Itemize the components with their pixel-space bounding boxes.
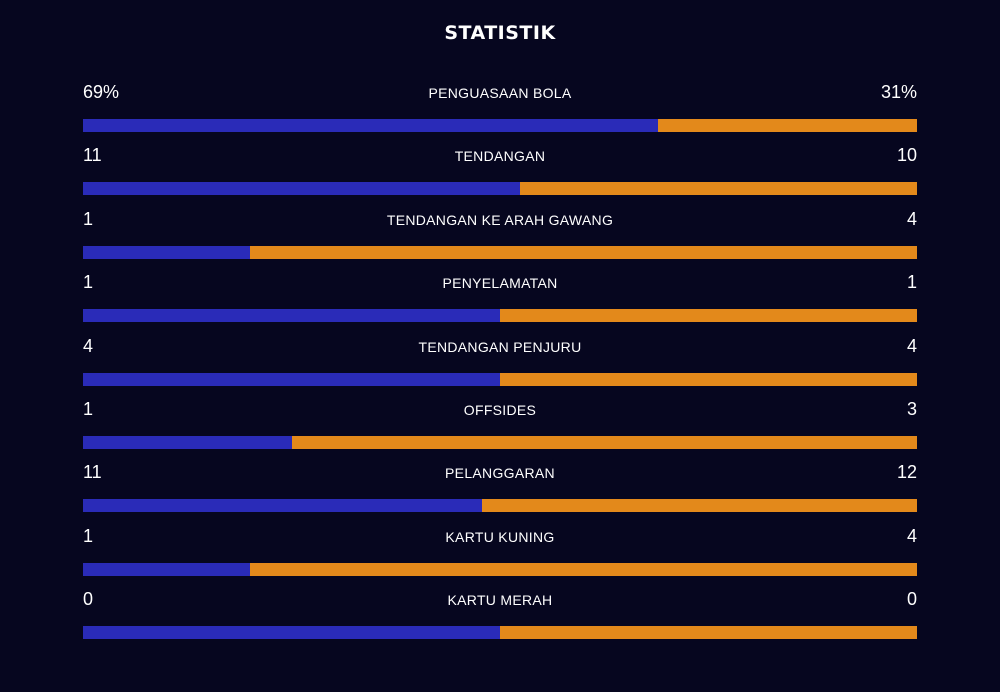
stat-row: 1 PENYELAMATAN 1 (83, 270, 917, 333)
away-bar-segment (519, 182, 917, 196)
stat-row: 11 PELANGGARAN 12 (83, 460, 917, 523)
stat-row-labels: 11 TENDANGAN 10 (83, 143, 917, 169)
home-bar-segment (83, 182, 520, 196)
away-value: 1 (906, 272, 917, 293)
home-value: 4 (83, 335, 94, 356)
home-value: 11 (83, 145, 102, 166)
home-value: 11 (83, 462, 102, 483)
stat-row-labels: 0 KARTU MERAH 0 (83, 587, 917, 613)
away-value: 31% (880, 82, 917, 102)
stat-row-labels: 1 KARTU KUNING 4 (83, 524, 917, 550)
home-bar-segment (83, 626, 500, 640)
away-bar-segment (249, 245, 917, 259)
home-bar-segment (83, 309, 500, 323)
home-bar-segment (83, 499, 482, 513)
stats-list: 69% PENGUASAAN BOLA 31% 11 TENDANGAN 10 1 TENDA… (83, 80, 917, 651)
home-value: 1 (83, 398, 94, 419)
comparison-bar (83, 499, 917, 513)
home-value: 1 (83, 208, 94, 229)
stat-row: 1 OFFSIDES 3 (83, 397, 917, 460)
stat-label: KARTU MERAH (447, 592, 553, 609)
comparison-bar (83, 245, 917, 259)
away-bar-segment (500, 626, 917, 640)
comparison-bar (83, 309, 917, 323)
away-value: 3 (906, 398, 917, 419)
comparison-bar (83, 182, 917, 196)
stat-label: TENDANGAN PENJURU (418, 338, 582, 355)
away-bar-segment (291, 435, 917, 449)
comparison-bar (83, 119, 917, 132)
stat-row-labels: 1 PENYELAMATAN 1 (83, 270, 917, 296)
stat-row-labels: 11 PELANGGARAN 12 (83, 460, 917, 486)
away-bar-segment (481, 499, 917, 513)
away-value: 4 (906, 335, 917, 356)
home-bar-segment (83, 435, 292, 449)
stat-label: PENYELAMATAN (442, 275, 558, 292)
stat-label: TENDANGAN KE ARAH GAWANG (386, 211, 614, 228)
home-value: 69% (83, 82, 120, 102)
home-bar-segment (83, 119, 659, 132)
stat-label: KARTU KUNING (445, 528, 555, 545)
comparison-bar (83, 435, 917, 449)
stat-row: 69% PENGUASAAN BOLA 31% (83, 80, 917, 143)
stat-row-labels: 1 TENDANGAN KE ARAH GAWANG 4 (83, 207, 917, 233)
stat-label: PELANGGARAN (445, 465, 555, 482)
home-value: 1 (83, 272, 94, 293)
home-bar-segment (83, 372, 500, 386)
stat-row: 0 KARTU MERAH 0 (83, 587, 917, 650)
stat-row: 11 TENDANGAN 10 (83, 143, 917, 206)
away-value: 10 (896, 145, 917, 166)
stat-row-labels: 1 OFFSIDES 3 (83, 397, 917, 423)
away-value: 4 (906, 208, 917, 229)
home-value: 1 (83, 525, 94, 546)
stat-label: TENDANGAN (454, 148, 546, 165)
stat-label: OFFSIDES (463, 401, 537, 418)
stat-row-labels: 4 TENDANGAN PENJURU 4 (83, 334, 917, 360)
comparison-bar (83, 372, 917, 386)
comparison-bar (83, 626, 917, 640)
away-bar-segment (658, 119, 917, 132)
away-bar-segment (249, 562, 917, 576)
stat-row: 1 TENDANGAN KE ARAH GAWANG 4 (83, 207, 917, 270)
stat-row-labels: 69% PENGUASAAN BOLA 31% (83, 80, 917, 106)
home-value: 0 (83, 589, 94, 610)
away-value: 0 (906, 589, 917, 610)
home-bar-segment (83, 562, 250, 576)
stat-label: PENGUASAAN BOLA (428, 85, 572, 101)
home-bar-segment (83, 245, 250, 259)
away-value: 4 (906, 525, 917, 546)
stat-row: 1 KARTU KUNING 4 (83, 524, 917, 587)
away-bar-segment (500, 372, 917, 386)
away-value: 12 (896, 462, 917, 483)
away-bar-segment (500, 309, 917, 323)
stat-row: 4 TENDANGAN PENJURU 4 (83, 334, 917, 397)
comparison-bar (83, 562, 917, 576)
stats-title: STATISTIK (444, 22, 556, 44)
